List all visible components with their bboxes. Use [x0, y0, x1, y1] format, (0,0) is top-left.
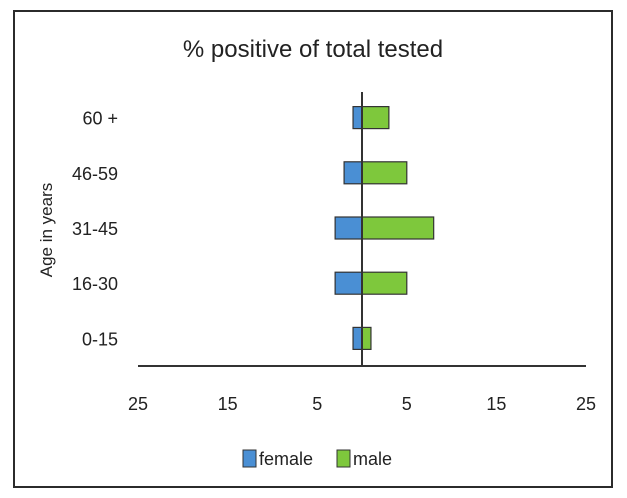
bar-female-1: [334, 271, 363, 295]
legend-label-female: female: [259, 449, 313, 469]
bar-male-4: [361, 105, 390, 130]
x-tick-label: 15: [218, 394, 238, 414]
bars-layer: [334, 105, 435, 350]
chart-title: % positive of total tested: [183, 36, 443, 63]
y-tick-label: 46-59: [72, 164, 118, 184]
bar-male-0: [361, 326, 372, 350]
legend: female male: [242, 449, 392, 469]
y-tick-labels: 0-15 16-30 31-45 46-59 60 +: [72, 109, 118, 350]
bar-female-0: [352, 326, 363, 350]
bar-male-2: [361, 216, 435, 240]
y-tick-label: 0-15: [82, 329, 118, 349]
x-tick-label: 5: [312, 394, 322, 414]
legend-swatch-male: [336, 449, 351, 468]
x-tick-label: 25: [576, 394, 596, 414]
y-axis-label: Age in years: [37, 183, 56, 278]
chart-frame: [13, 10, 613, 488]
x-tick-label: 5: [402, 394, 412, 414]
bar-male-3: [361, 161, 408, 185]
bar-female-4: [352, 105, 363, 130]
x-tick-label: 25: [128, 394, 148, 414]
bar-male-1: [361, 271, 408, 295]
y-tick-label: 60 +: [82, 109, 118, 129]
bar-female-2: [334, 216, 363, 240]
bar-female-3: [343, 161, 363, 185]
y-tick-label: 16-30: [72, 274, 118, 294]
x-tick-labels: 25 15 5 5 15 25: [128, 394, 596, 414]
x-tick-label: 15: [486, 394, 506, 414]
legend-label-male: male: [353, 449, 392, 469]
y-tick-label: 31-45: [72, 219, 118, 239]
legend-swatch-female: [242, 449, 257, 468]
